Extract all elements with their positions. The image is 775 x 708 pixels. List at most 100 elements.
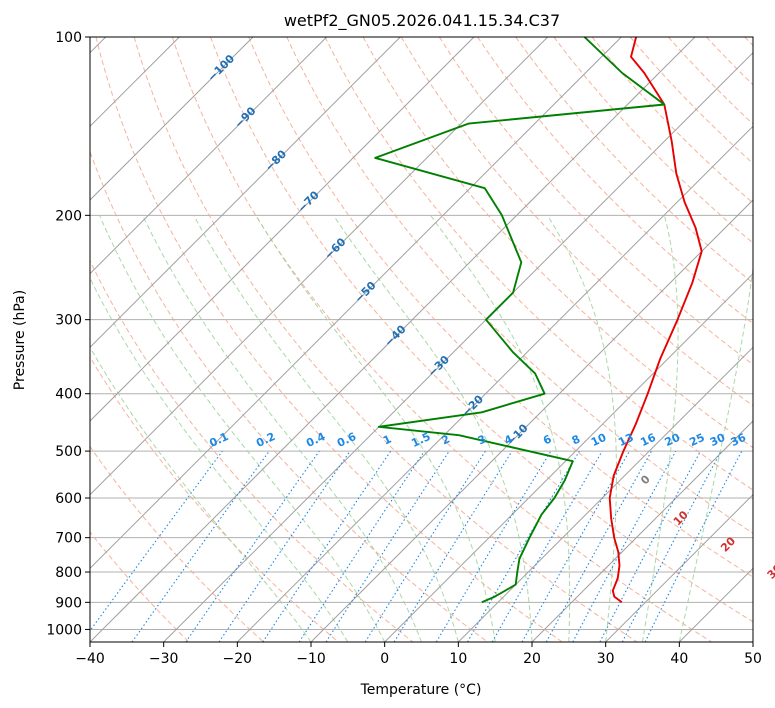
isotherm-line	[752, 641, 753, 642]
y-tick-label: 500	[55, 444, 82, 460]
moist-adiabat	[642, 215, 679, 642]
isotherm-label: −100	[205, 52, 237, 84]
temperature-profile-line	[608, 37, 703, 604]
mixing-ratio-line	[262, 450, 392, 642]
moist-adiabat	[678, 264, 753, 642]
mixing-ratio-line	[298, 450, 425, 642]
y-tick-label: 800	[55, 565, 82, 581]
isotherm-line	[90, 37, 622, 570]
moist-adiabat	[99, 215, 386, 642]
y-tick-label: 700	[55, 531, 82, 547]
y-tick-label: 600	[55, 491, 82, 507]
x-tick-label: 40	[670, 651, 688, 667]
y-tick-label: 1000	[46, 622, 82, 638]
series-layer	[374, 37, 703, 604]
y-axis-title: Pressure (hPa)	[12, 290, 28, 390]
mixing-ratio-label: 1	[381, 432, 393, 447]
mixing-ratio-line	[131, 450, 270, 642]
mixing-ratio-line	[572, 450, 677, 642]
y-tick-label: 400	[55, 387, 82, 403]
mixing-ratio-label: 20	[663, 431, 683, 449]
dry-adiabat	[668, 37, 753, 125]
isotherm-line	[531, 420, 753, 642]
moist-adiabat	[193, 215, 459, 642]
dry-adiabat	[324, 37, 753, 491]
x-axis-title: Temperature (°C)	[360, 682, 482, 698]
dry-adiabat	[515, 37, 753, 284]
mixing-ratio-line	[621, 450, 722, 642]
isotherm-line	[90, 37, 475, 422]
x-tick-label: 20	[523, 651, 541, 667]
mixing-ratio-label: 0.6	[335, 430, 358, 450]
background-lines	[90, 37, 753, 642]
isotherm-line	[90, 37, 549, 496]
x-tick-label: 50	[744, 651, 762, 667]
x-tick-label: 0	[380, 651, 389, 667]
moist-adiabat	[332, 215, 533, 642]
y-tick-label: 200	[55, 208, 82, 224]
mixing-ratio-line	[90, 450, 223, 632]
x-tick-label: −30	[149, 651, 179, 667]
isotherm-line	[384, 272, 753, 642]
x-tick-label: −10	[296, 651, 326, 667]
mixing-ratio-label: 0.4	[304, 430, 327, 450]
chart-title: wetPf2_GN05.2026.041.15.34.C37	[284, 11, 560, 31]
moist-adiabat	[430, 215, 571, 642]
dry-adiabat	[210, 37, 753, 623]
mixing-ratio-label: 10	[589, 431, 609, 449]
moist-adiabat	[142, 215, 422, 642]
dry-adiabat	[90, 356, 339, 642]
dry-adiabat	[744, 37, 753, 47]
mixing-ratio-line	[185, 450, 320, 642]
isotherm-line	[236, 125, 753, 642]
mixing-ratio-label: 25	[687, 431, 706, 449]
mixing-ratio-line	[364, 450, 486, 642]
y-tick-label: 900	[55, 595, 82, 611]
dry-adiabat	[400, 37, 753, 407]
mixing-ratio-label: 0.2	[254, 430, 277, 450]
mixing-ratio-line	[545, 450, 653, 642]
mixing-ratio-line	[393, 450, 513, 642]
y-axis: 100 200 300 400 500 600 700 800 900 1000	[46, 30, 90, 638]
isotherm-line	[163, 51, 753, 642]
moist-adiabat-label: 10	[671, 508, 691, 528]
moist-adiabat-label: 30	[765, 561, 775, 581]
isotherm-line	[310, 199, 753, 642]
dry-adiabat	[90, 531, 190, 642]
mixing-ratio-label: 8	[570, 432, 582, 447]
isotherm-line	[457, 346, 753, 642]
mixing-ratio-line	[467, 450, 580, 642]
mixing-ratio-label: 30	[708, 431, 728, 449]
x-axis: −40 −30 −20 −10 0 10 20 30 40 50	[75, 642, 762, 667]
contour-labels: −100−90−80−70−60−50−40−30−20−100.1 0.2 0.4…	[205, 52, 775, 582]
mixing-ratio-line	[491, 450, 603, 642]
moist-adiabat	[90, 346, 312, 642]
dry-adiabat	[629, 37, 753, 165]
mixing-ratio-line	[325, 450, 450, 642]
dry-adiabat	[286, 37, 753, 534]
mixing-ratio-line	[435, 450, 552, 642]
dry-adiabat	[553, 37, 753, 244]
isotherm-line	[90, 37, 696, 642]
x-tick-label: −20	[223, 651, 253, 667]
mixing-ratio-label: 13	[616, 431, 635, 449]
mixing-ratio-label: 16	[638, 431, 658, 449]
dry-adiabat	[90, 445, 264, 642]
moist-adiabat	[547, 215, 617, 642]
dry-adiabat	[438, 37, 753, 366]
dry-adiabat	[248, 37, 753, 578]
isotherm-line	[605, 493, 753, 642]
dry-adiabat	[171, 37, 712, 642]
mixing-ratio-line	[521, 450, 630, 642]
dry-adiabat	[133, 37, 638, 642]
dry-adiabat	[591, 37, 753, 204]
y-tick-label: 100	[55, 30, 82, 46]
isotherm-line	[90, 37, 328, 275]
mixing-ratio-label: 0.1	[207, 430, 230, 450]
dewpoint-profile-line	[374, 37, 666, 604]
isotherm-line	[90, 37, 254, 201]
y-tick-label: 300	[55, 313, 82, 329]
moist-adiabat-label: 0	[638, 472, 653, 487]
dry-adiabat	[95, 37, 563, 642]
